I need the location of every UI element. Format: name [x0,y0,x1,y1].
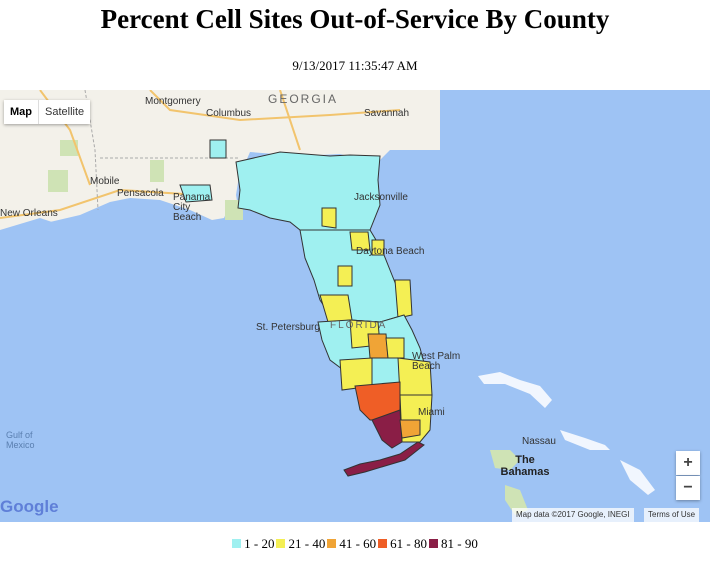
legend-label: 61 - 80 [390,536,428,551]
county-yellow [337,265,353,287]
google-logo[interactable]: Google [0,497,59,516]
label-jacksonville: Jacksonville [354,192,408,203]
legend-label: 21 - 40 [288,536,326,551]
timestamp: 9/13/2017 11:35:47 AM [292,58,418,73]
bahamas-island [490,450,520,470]
map-attribution: Map data ©2017 Google, INEGI [512,508,634,522]
map-type-control: Map Satellite [4,100,91,124]
bahamas-island [620,460,655,495]
legend: 1 - 20 21 - 40 41 - 60 61 - 80 81 - 90 [0,536,710,552]
legend-swatch [327,539,337,548]
road [279,90,301,151]
label-pensacola: Pensacola [117,188,164,199]
label-new-orleans: New Orleans [0,208,58,219]
bahamas-island [478,372,552,408]
region-far-west [209,139,227,159]
label-savannah: Savannah [364,108,410,119]
label-the-bahamas: The Bahamas [500,454,550,478]
label-montgomery: Montgomery [145,96,201,107]
label-columbus: Columbus [206,108,252,119]
zoom-in-button[interactable]: + [676,451,700,475]
county-orange [367,333,389,359]
forest-patch [60,140,78,156]
bahamas-island [560,430,610,450]
legend-swatch [276,539,286,548]
county-orange [399,419,421,439]
legend-item: 21 - 40 [276,536,325,552]
county-yellow [321,207,337,229]
map-area[interactable]: GEORGIA Montgomery Columbus Savannah Mob… [0,90,710,522]
road [0,188,201,219]
legend-item: 41 - 60 [327,536,376,552]
label-panama-city-beach: Panama City Beach [173,192,211,223]
map-canvas [0,90,710,515]
county-yellow [394,279,413,319]
region-west-panhandle [179,184,213,203]
legend-label: 81 - 90 [441,536,478,551]
legend-swatch [232,539,242,548]
legend-swatch [378,539,388,548]
label-gulf-of-mexico: Gulf of Mexico [6,430,35,450]
label-florida: FLORIDA [330,320,388,331]
county-yellow [371,239,385,256]
label-nassau: Nassau [522,436,556,447]
legend-item: 81 - 90 [429,536,478,552]
legend-label: 1 - 20 [244,536,275,551]
legend-item: 61 - 80 [378,536,427,552]
legend-label: 41 - 60 [339,536,377,551]
terms-of-use-link[interactable]: Terms of Use [644,508,700,522]
bahamas-island [505,485,528,515]
water [0,218,70,270]
label-georgia: GEORGIA [268,92,339,106]
county-yellow [319,294,353,323]
road [149,90,401,122]
label-mobile: Mobile [90,176,120,187]
legend-item: 1 - 20 [232,536,274,552]
county-yellow [385,337,405,359]
label-miami: Miami [418,407,445,418]
county-yellow [349,231,371,251]
page-title: Percent Cell Sites Out-of-Service By Cou… [100,4,610,34]
map-type-satellite-button[interactable]: Satellite [45,106,85,118]
region-panhandle [235,151,381,231]
forest-patch [48,170,68,192]
florida-keys [343,441,425,477]
label-st-petersburg: St. Petersburg [256,322,320,333]
zoom-out-button[interactable]: − [676,476,700,500]
label-west-palm-beach: West Palm Beach [412,351,461,372]
county-monroe [371,409,403,449]
label-daytona-beach: Daytona Beach [356,246,425,257]
map-type-map-button[interactable]: Map [4,100,39,124]
forest-patch [150,160,164,182]
legend-swatch [429,539,439,548]
